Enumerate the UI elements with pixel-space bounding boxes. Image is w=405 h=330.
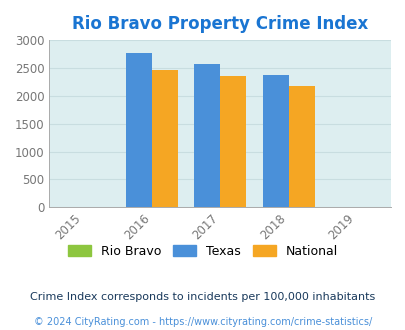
Text: © 2024 CityRating.com - https://www.cityrating.com/crime-statistics/: © 2024 CityRating.com - https://www.city… [34, 317, 371, 327]
Legend: Rio Bravo, Texas, National: Rio Bravo, Texas, National [63, 240, 342, 263]
Title: Rio Bravo Property Crime Index: Rio Bravo Property Crime Index [72, 15, 367, 33]
Bar [194, 64, 220, 207]
Text: Crime Index corresponds to incidents per 100,000 inhabitants: Crime Index corresponds to incidents per… [30, 292, 375, 302]
Bar [288, 85, 314, 207]
Bar [220, 76, 245, 207]
Bar [126, 53, 151, 207]
Bar [151, 70, 177, 207]
Bar [262, 75, 288, 207]
